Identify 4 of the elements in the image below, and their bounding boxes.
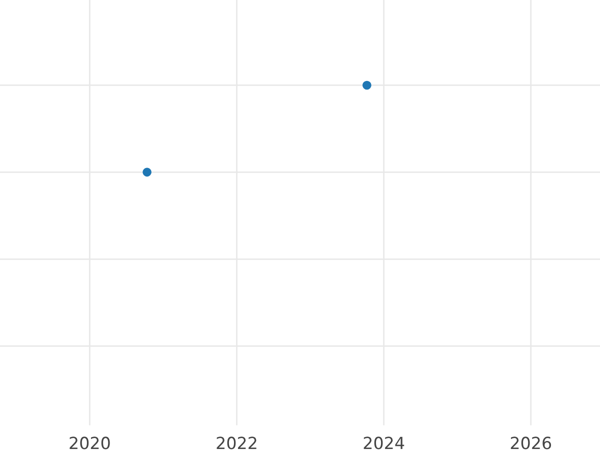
- x-tick-label: 2020: [70, 436, 110, 450]
- x-tick-label: 2026: [510, 436, 552, 450]
- x-tick-label: 2022: [216, 436, 256, 450]
- x-tick-label: 2024: [364, 436, 404, 450]
